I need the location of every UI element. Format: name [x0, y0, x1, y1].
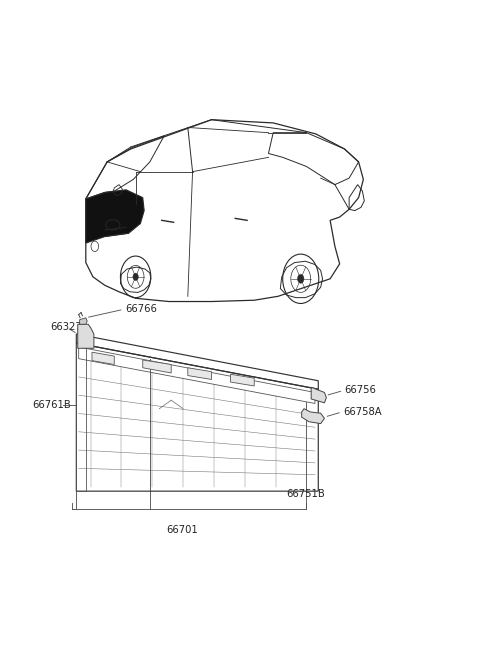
Polygon shape — [86, 190, 144, 243]
Text: 66751B: 66751B — [287, 489, 325, 498]
Text: 66766: 66766 — [125, 305, 157, 314]
Polygon shape — [301, 409, 324, 424]
Polygon shape — [311, 387, 326, 403]
Polygon shape — [80, 318, 87, 324]
Text: 66327: 66327 — [50, 322, 82, 333]
Polygon shape — [143, 360, 171, 373]
Circle shape — [298, 274, 304, 283]
Polygon shape — [188, 367, 212, 379]
Polygon shape — [78, 324, 94, 348]
Text: 66758A: 66758A — [343, 407, 382, 417]
Polygon shape — [92, 352, 114, 365]
Text: 66701: 66701 — [166, 525, 198, 535]
Text: 66761B: 66761B — [32, 400, 71, 411]
Text: 66756: 66756 — [344, 386, 376, 396]
Polygon shape — [230, 374, 254, 386]
Circle shape — [133, 273, 138, 280]
